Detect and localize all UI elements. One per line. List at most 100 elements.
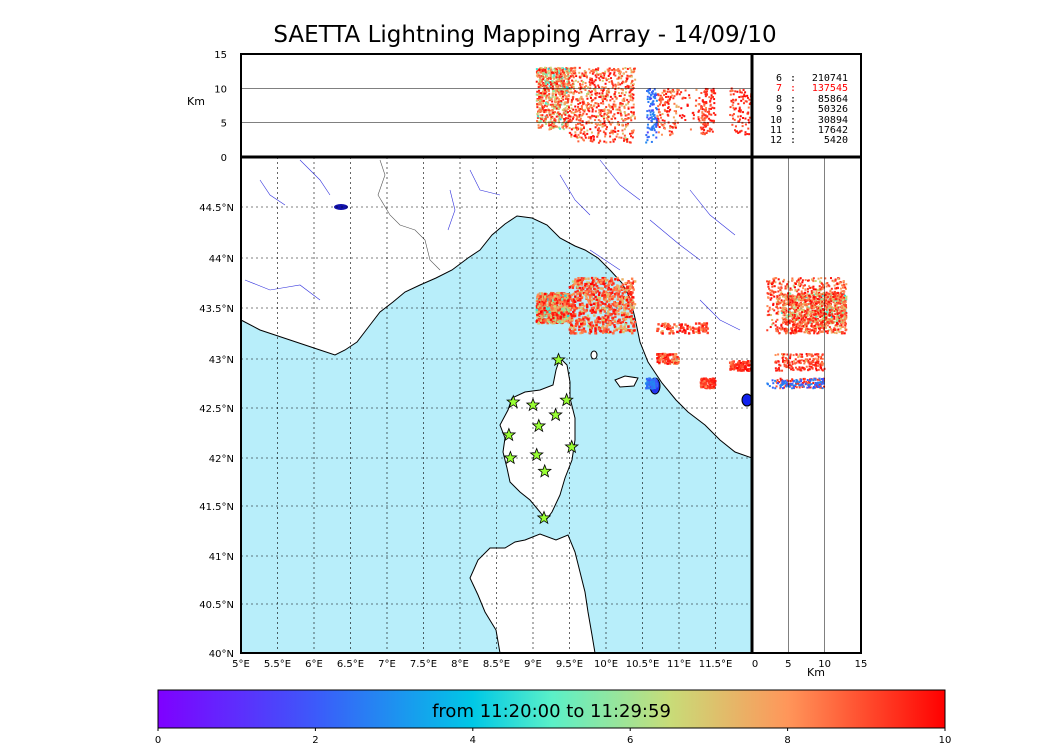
source-point <box>629 291 633 294</box>
source-point <box>584 330 587 333</box>
source-point <box>603 120 606 123</box>
source-point <box>820 277 823 280</box>
source-point <box>612 295 615 298</box>
source-point <box>784 317 787 320</box>
source-point <box>804 298 807 301</box>
source-point <box>747 368 750 371</box>
source-point <box>570 99 573 102</box>
source-point <box>808 313 811 316</box>
source-point <box>606 312 610 315</box>
source-point <box>595 304 598 308</box>
source-point <box>589 77 592 80</box>
source-point <box>766 314 769 317</box>
source-point <box>825 306 828 309</box>
source-point <box>778 327 781 330</box>
source-point <box>709 383 712 387</box>
source-point <box>586 305 589 309</box>
source-point <box>603 108 606 111</box>
source-point <box>553 104 556 107</box>
source-point <box>557 291 560 295</box>
source-point <box>600 109 603 112</box>
source-point <box>616 321 619 325</box>
source-point <box>644 382 648 385</box>
source-point <box>583 286 586 289</box>
source-point <box>603 292 607 296</box>
source-point <box>704 108 707 111</box>
source-point <box>564 77 567 80</box>
source-point <box>632 86 635 89</box>
source-point <box>816 315 819 318</box>
source-point <box>560 72 563 75</box>
source-point <box>820 286 823 289</box>
source-point <box>782 318 785 321</box>
source-point <box>587 320 590 324</box>
source-point <box>536 94 539 97</box>
source-point <box>548 113 551 116</box>
source-point <box>611 69 614 72</box>
source-point <box>597 301 600 305</box>
source-point <box>788 302 791 305</box>
source-point <box>678 323 681 326</box>
source-point <box>569 71 572 74</box>
source-point <box>582 80 585 83</box>
source-point <box>730 99 733 102</box>
source-point <box>546 83 549 86</box>
source-point <box>538 97 541 100</box>
source-point <box>569 326 572 329</box>
source-point <box>614 312 617 316</box>
source-point <box>817 277 820 280</box>
source-point <box>831 299 834 302</box>
source-point <box>603 277 607 280</box>
source-point <box>540 67 543 70</box>
source-point <box>692 327 696 330</box>
source-point <box>735 363 739 366</box>
source-point <box>580 108 583 111</box>
source-point <box>830 287 833 290</box>
source-point <box>655 94 658 97</box>
source-point <box>628 75 631 78</box>
source-point <box>595 115 598 118</box>
source-point <box>595 69 598 72</box>
source-point <box>780 301 783 304</box>
source-point <box>542 119 545 122</box>
source-point <box>585 76 588 79</box>
source-point <box>579 88 582 91</box>
source-point <box>540 79 543 82</box>
source-point <box>710 128 713 131</box>
source-point <box>744 361 747 364</box>
source-point <box>777 313 780 316</box>
source-point <box>589 128 592 131</box>
source-point <box>542 321 546 324</box>
source-point <box>572 92 575 95</box>
source-point <box>591 308 595 312</box>
source-point <box>582 109 585 112</box>
source-point <box>798 309 801 312</box>
source-point <box>671 94 674 97</box>
source-point <box>841 284 844 287</box>
source-point <box>590 131 593 134</box>
source-point <box>625 123 628 126</box>
source-point <box>574 300 577 304</box>
source-point <box>554 100 557 103</box>
source-point <box>609 72 612 75</box>
source-point <box>698 109 701 112</box>
source-point <box>748 133 751 136</box>
source-point <box>704 385 708 389</box>
source-point <box>792 332 795 335</box>
source-point <box>591 279 595 282</box>
source-point <box>588 302 592 306</box>
source-point <box>815 288 818 291</box>
source-point <box>704 87 707 90</box>
source-point <box>585 294 588 298</box>
source-point <box>618 92 621 95</box>
source-point <box>766 329 769 332</box>
source-point <box>544 117 547 120</box>
source-point <box>632 103 635 106</box>
source-point <box>582 277 586 280</box>
source-point <box>554 316 557 319</box>
source-point <box>826 321 829 324</box>
source-point <box>630 132 633 135</box>
source-point <box>748 103 751 106</box>
source-point <box>585 282 588 286</box>
source-point <box>807 318 810 321</box>
